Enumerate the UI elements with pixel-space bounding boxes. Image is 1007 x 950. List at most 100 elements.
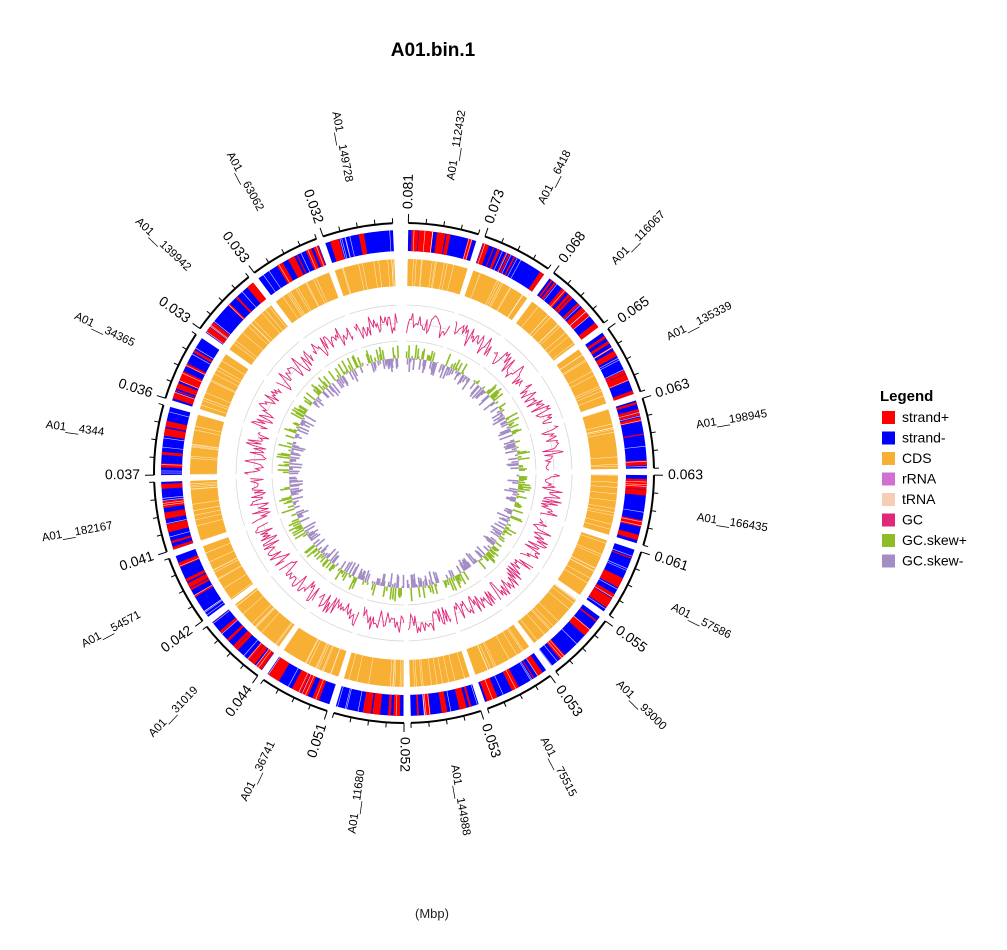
gc-skew-plus-bar	[382, 350, 384, 360]
gc-skew-plus-bar	[277, 456, 290, 458]
gc-content-line	[542, 426, 563, 470]
axis-tick	[298, 241, 300, 246]
gc-skew-plus-bar	[415, 345, 416, 359]
contig-name-label: A01__116067	[609, 209, 667, 268]
legend-label: GC	[902, 512, 923, 528]
gc-skew-plus-bar	[456, 368, 457, 370]
legend-swatch	[882, 534, 895, 547]
gc-skew-plus-bar	[387, 587, 388, 591]
legend-swatch	[882, 432, 895, 445]
axis-tick	[643, 396, 652, 399]
gc-skew-plus-bar	[513, 510, 523, 513]
tick-label: 0.032	[301, 187, 328, 226]
gc-skew-minus-bar	[512, 494, 516, 495]
gc-skew-plus-bar	[451, 364, 453, 368]
axis-tick	[174, 363, 179, 365]
contig-name-label: A01__144988	[448, 764, 472, 837]
gc-skew-minus-bar	[360, 367, 363, 373]
gc-content-line	[493, 352, 524, 386]
gc-content-line	[244, 432, 269, 474]
gc-skew-plus-bar	[507, 524, 511, 526]
gc-content-line	[520, 519, 551, 559]
gc-grid-line	[314, 332, 351, 352]
gc-skew-plus-bar	[501, 410, 504, 412]
gc-skew-plus-bar	[398, 346, 399, 359]
axis-tick	[485, 228, 488, 237]
gc-skew-plus-bar	[283, 462, 289, 463]
gc-skew-plus-bar	[359, 366, 360, 367]
gc-skew-plus-bar	[338, 568, 340, 571]
gc-grid-line	[367, 600, 404, 605]
gc-grid-line	[330, 582, 364, 598]
axis-tick	[282, 249, 284, 253]
gc-skew-minus-bar	[476, 390, 484, 398]
gc-skew-minus-bar	[380, 361, 381, 364]
axis-tick	[207, 311, 211, 314]
gc-skew-plus-bar	[506, 413, 518, 419]
gc-skew-minus-bar	[372, 581, 373, 583]
gc-skew-minus-bar	[507, 518, 509, 519]
gc-skew-minus-bar	[383, 360, 385, 369]
gc-skew-minus-bar	[303, 522, 315, 529]
gc-skew-plus-bar	[372, 584, 374, 590]
gc-skew-plus-bar	[288, 506, 294, 508]
gc-grid-line	[564, 423, 572, 470]
cds-band	[190, 415, 224, 475]
gc-skew-plus-bar	[411, 588, 412, 601]
gc-skew-minus-bar	[298, 429, 300, 430]
contig-name-label: A01__4344	[45, 419, 106, 439]
axis-tick	[150, 500, 155, 501]
axis-tick	[261, 680, 264, 684]
gc-skew-minus-bar	[439, 364, 442, 372]
gc-skew-plus-bar	[464, 571, 469, 580]
gc-grid-line	[310, 612, 353, 633]
gc-skew-plus-bar	[409, 345, 410, 358]
axis-tick	[182, 347, 186, 349]
gc-grid-line	[300, 554, 327, 580]
axis-tick	[171, 575, 176, 577]
gc-skew-minus-bar	[306, 532, 309, 534]
axis-tick	[219, 298, 223, 301]
axis-tick	[518, 246, 520, 250]
axis-tick	[195, 621, 202, 626]
contig-name-label: A01__149728	[329, 111, 354, 184]
gc-skew-plus-bar	[395, 588, 396, 602]
gc-skew-minus-bar	[305, 415, 316, 422]
legend-label: GC.skew-	[902, 553, 964, 569]
gc-skew-minus-bar	[470, 383, 475, 389]
tick-label: 0.033	[219, 228, 253, 266]
gc-skew-minus-bar	[413, 358, 414, 369]
axis-tick	[594, 635, 598, 638]
axis-tick	[157, 396, 166, 399]
axis-tick	[192, 332, 196, 335]
gc-grid-line	[530, 434, 536, 471]
gc-skew-plus-bar	[519, 482, 525, 483]
tick-label: 0.081	[399, 174, 416, 210]
gc-skew-plus-bar	[296, 427, 298, 428]
gc-skew-minus-bar	[459, 373, 460, 375]
gc-skew-minus-bar	[289, 467, 301, 468]
tick-label: 0.052	[397, 737, 413, 772]
gc-grid-line	[357, 634, 404, 641]
gc-skew-minus-bar	[409, 358, 410, 372]
gc-skew-plus-bar	[353, 577, 354, 578]
tick-label: 0.053	[479, 721, 505, 759]
gc-grid-line	[236, 427, 242, 474]
axis-tick	[158, 552, 167, 555]
gc-skew-plus-bar	[291, 514, 296, 516]
axis-tick	[320, 228, 323, 237]
gc-skew-plus-bar	[446, 354, 451, 366]
axis-tick	[188, 606, 192, 609]
gc-grid-line	[272, 478, 279, 515]
axis-tick	[628, 585, 632, 587]
gc-skew-plus-bar	[321, 555, 324, 558]
gc-skew-minus-bar	[446, 575, 448, 579]
axis-tick	[292, 698, 294, 702]
gc-skew-plus-bar	[515, 441, 520, 442]
strand-gap	[403, 695, 404, 716]
gc-skew-minus-bar	[513, 492, 517, 493]
gc-skew-plus-bar	[463, 372, 464, 374]
gc-skew-minus-bar	[507, 480, 518, 481]
